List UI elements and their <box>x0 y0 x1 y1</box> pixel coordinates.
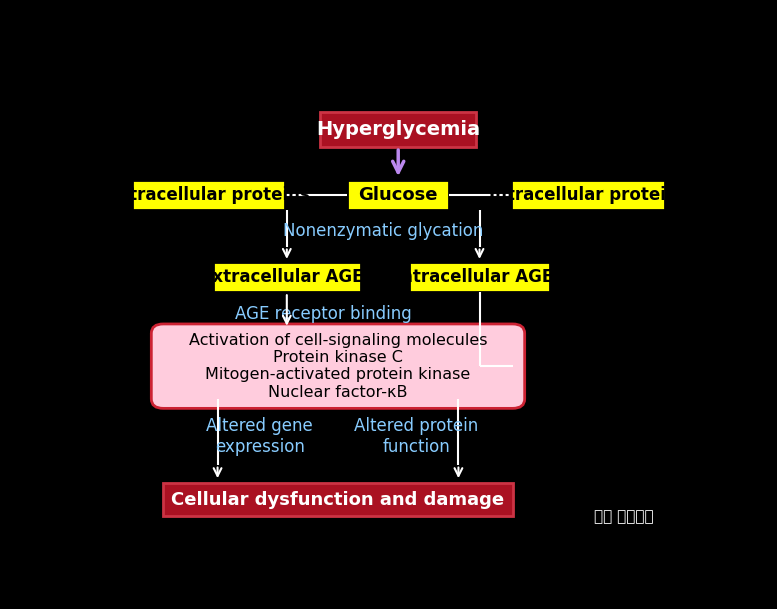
FancyBboxPatch shape <box>347 180 449 210</box>
FancyBboxPatch shape <box>163 484 513 516</box>
FancyBboxPatch shape <box>320 112 476 147</box>
Text: Cellular dysfunction and damage: Cellular dysfunction and damage <box>172 491 504 509</box>
FancyBboxPatch shape <box>511 180 664 210</box>
Text: Activation of cell-signaling molecules
Protein kinase C
Mitogen-activated protei: Activation of cell-signaling molecules P… <box>189 333 487 400</box>
Text: 微信 糖甲大院: 微信 糖甲大院 <box>594 509 653 524</box>
Text: Altered gene
expression: Altered gene expression <box>207 417 313 456</box>
FancyBboxPatch shape <box>213 262 361 292</box>
FancyBboxPatch shape <box>132 180 285 210</box>
Text: Altered protein
function: Altered protein function <box>354 417 479 456</box>
Text: Nonenzymatic glycation: Nonenzymatic glycation <box>283 222 483 240</box>
Text: Intracellular AGEs: Intracellular AGEs <box>395 268 563 286</box>
FancyBboxPatch shape <box>152 324 524 409</box>
Text: Extracellular AGEs: Extracellular AGEs <box>200 268 373 286</box>
FancyBboxPatch shape <box>409 262 550 292</box>
Text: Extracellular proteins: Extracellular proteins <box>107 186 310 204</box>
Text: AGE receptor binding: AGE receptor binding <box>235 304 411 323</box>
Text: Hyperglycemia: Hyperglycemia <box>316 120 480 139</box>
Text: Intracellular proteins: Intracellular proteins <box>489 186 687 204</box>
Text: Glucose: Glucose <box>358 186 438 204</box>
